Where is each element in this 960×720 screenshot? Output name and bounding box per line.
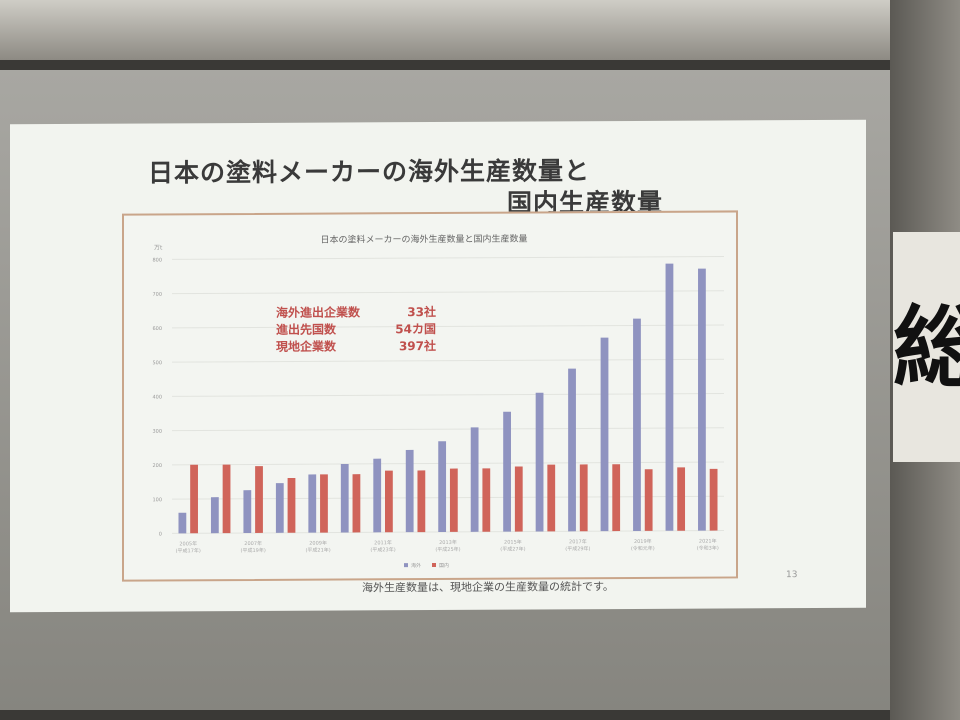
- x-tick-label: 2007年: [244, 540, 262, 547]
- bar-overseas: [340, 463, 349, 533]
- x-tick-label: 2015年: [504, 539, 522, 546]
- x-tick-label: 2005年: [179, 540, 197, 547]
- legend-label: 国内: [439, 562, 449, 569]
- footnote: 海外生産数量は、現地企業の生産数量の統計です。: [362, 580, 614, 595]
- chart-container: 日本の塗料メーカーの海外生産数量と国内生産数量 万t 0 100 200 300 400…: [122, 210, 738, 582]
- bar-domestic: [547, 464, 556, 532]
- x-tick-label: (平成19年): [241, 547, 266, 554]
- x-tick-label: 2011年: [374, 539, 392, 546]
- annotation-label: 進出先国数: [276, 322, 337, 337]
- annotation-row: 現地企業数 397社: [276, 338, 436, 356]
- gridline: [172, 461, 724, 466]
- y-tick-label: 500: [152, 360, 162, 366]
- bar-overseas: [178, 512, 187, 534]
- sign-text: 総: [893, 295, 960, 399]
- chart-title: 日本の塗料メーカーの海外生産数量と国内生産数量: [320, 233, 527, 246]
- bar-overseas: [470, 427, 479, 532]
- gridline: [172, 393, 724, 397]
- gridline: [172, 530, 724, 534]
- x-tick-label: 2013年: [439, 539, 457, 546]
- bar-overseas: [535, 392, 544, 532]
- gridline: [172, 324, 724, 329]
- legend-swatch: [404, 563, 408, 568]
- x-tick-label: (平成29年): [565, 545, 590, 552]
- bar-overseas: [568, 368, 576, 532]
- unit-label: 万t: [154, 244, 163, 251]
- bar-domestic: [677, 467, 686, 531]
- bar-overseas: [308, 474, 317, 533]
- x-tick-label: 2017年: [569, 538, 587, 545]
- annotation-label: 海外進出企業数: [276, 305, 361, 320]
- x-tick-label: (令和3年): [697, 545, 719, 552]
- bar-overseas: [503, 411, 511, 532]
- bar-domestic: [514, 466, 523, 532]
- bar-overseas: [698, 268, 706, 531]
- bar-overseas: [405, 449, 414, 533]
- annotation-row: 海外進出企業数 33社: [276, 304, 436, 322]
- bar-overseas: [633, 318, 641, 531]
- annotation-label: 現地企業数: [276, 339, 337, 354]
- page-number: 13: [786, 570, 798, 581]
- annotation-row: 進出先国数 54カ国: [276, 321, 436, 339]
- y-tick-label: 800: [152, 257, 162, 263]
- bar-domestic: [320, 474, 328, 533]
- bar-domestic: [644, 469, 653, 531]
- x-tick-label: 2009年: [309, 540, 327, 547]
- y-tick-label: 200: [152, 463, 162, 469]
- x-tick-label: 2019年: [634, 538, 652, 545]
- y-tick-label: 300: [152, 429, 162, 435]
- bar-domestic: [287, 477, 296, 533]
- bar-overseas: [373, 458, 382, 533]
- bar-domestic: [612, 464, 621, 532]
- bar-overseas: [243, 490, 252, 534]
- bar-domestic: [190, 464, 198, 534]
- annotation-value: 33社: [407, 305, 436, 320]
- bar-overseas: [275, 483, 284, 533]
- bar-domestic: [482, 468, 491, 532]
- bar-overseas: [665, 263, 674, 531]
- gridline: [172, 427, 724, 432]
- y-tick-label: 400: [152, 394, 162, 400]
- gridline: [172, 256, 724, 260]
- bar-chart: 日本の塗料メーカーの海外生産数量と国内生産数量 万t 0 100 200 300 400…: [152, 233, 724, 569]
- legend-swatch: [432, 563, 436, 568]
- y-tick-label: 700: [152, 292, 162, 298]
- x-tick-label: (平成21年): [305, 547, 330, 554]
- x-tick-label: (平成25年): [435, 546, 460, 553]
- bar-domestic: [709, 468, 718, 531]
- bar-overseas: [438, 441, 447, 532]
- legend-label: 海外: [411, 562, 421, 569]
- bar-domestic: [352, 474, 361, 533]
- annotation-value: 397社: [398, 339, 436, 354]
- x-tick-label: (平成17年): [176, 547, 201, 554]
- bar-domestic: [579, 464, 588, 532]
- bar-domestic: [417, 470, 426, 533]
- bar-domestic: [449, 468, 458, 532]
- slide: 日本の塗料メーカーの海外生産数量と 国内生産数量 日本の塗料メーカーの海外生産数…: [10, 119, 866, 613]
- background-sign: 総: [893, 232, 960, 462]
- gridline: [172, 358, 724, 363]
- bar-overseas: [210, 497, 219, 534]
- y-tick-label: 100: [152, 497, 162, 503]
- bar-domestic: [255, 466, 263, 533]
- x-tick-label: (令和元年): [631, 545, 655, 552]
- gridline: [172, 495, 724, 500]
- x-tick-label: (平成23年): [370, 546, 395, 553]
- gridline: [172, 290, 724, 295]
- summary-annotations: 海外進出企業数 33社 進出先国数 54カ国 現地企業数 397社: [276, 304, 436, 356]
- y-tick-label: 0: [159, 531, 162, 537]
- bar-domestic: [385, 470, 393, 533]
- annotation-value: 54カ国: [395, 322, 436, 337]
- bar-domestic: [222, 464, 231, 534]
- bar-overseas: [600, 337, 609, 532]
- x-tick-label: (平成27年): [500, 546, 525, 553]
- x-tick-label: 2021年: [699, 538, 717, 545]
- ceiling: [0, 0, 960, 60]
- y-tick-label: 600: [152, 326, 162, 332]
